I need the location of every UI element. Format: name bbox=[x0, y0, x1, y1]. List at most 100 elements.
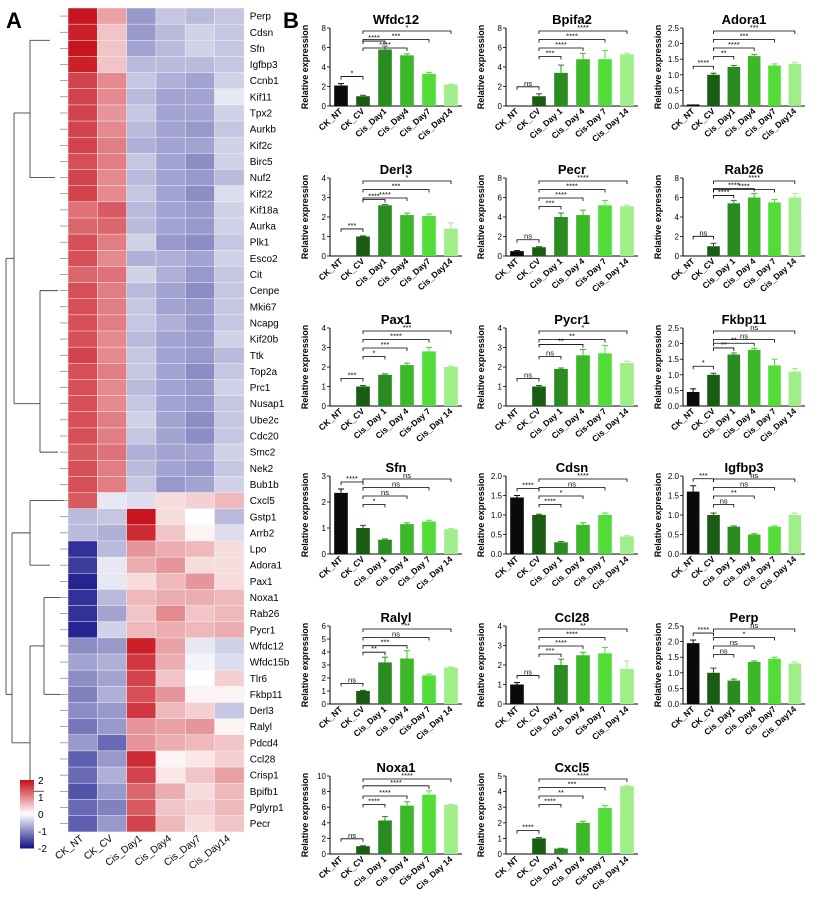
y-tick-label: 1.0 bbox=[491, 511, 503, 520]
bar-Cis_Day 1 bbox=[554, 217, 568, 256]
heatmap-cell-Lpo-CK_NT bbox=[67, 540, 98, 558]
heatmap-cell-Bpifb1-Cis_Day7 bbox=[184, 782, 216, 800]
heatmap-cell-Derl3-Cis_Day4 bbox=[155, 702, 186, 720]
bar-Cis-Day 7 bbox=[422, 351, 436, 406]
y-tick-label: 6 bbox=[322, 622, 327, 631]
significance-label: *** bbox=[392, 182, 401, 191]
y-tick-label: 2 bbox=[322, 674, 327, 683]
significance-bracket bbox=[362, 30, 452, 34]
heatmap-cell-Cit-Cis_Day14 bbox=[214, 266, 245, 284]
heatmap-cell-Aurkb-Cis_Day4 bbox=[155, 120, 186, 138]
bar-Cis_Day4 bbox=[400, 215, 414, 256]
heatmap-color-legend: 2 1 0 -1 -2 bbox=[20, 776, 47, 855]
heatmap-cell-Kif2c-Cis_Day4 bbox=[155, 136, 186, 154]
gene-label: Lpo bbox=[250, 545, 267, 556]
gene-label: Adora1 bbox=[250, 561, 283, 572]
y-tick-label: 1.0 bbox=[668, 669, 680, 678]
significance-label: ns bbox=[524, 79, 532, 88]
y-tick-label: 2 bbox=[498, 83, 503, 92]
legend-gradient-step bbox=[20, 844, 34, 847]
heatmap-cell-Ccnb1-CK_NT bbox=[67, 72, 98, 90]
bar-Cis_Day 1 bbox=[554, 72, 568, 106]
gene-label: Kif2c bbox=[250, 141, 272, 152]
y-tick-label: 0.5 bbox=[668, 386, 680, 395]
heatmap-cell-Mki67-Cis_Day1 bbox=[126, 298, 157, 316]
significance-label: ** bbox=[404, 621, 410, 630]
legend-gradient-step bbox=[20, 846, 34, 849]
significance-bracket bbox=[516, 675, 540, 679]
heatmap-cell-Rab26-Cis_Day4 bbox=[155, 605, 186, 623]
significance-bracket bbox=[713, 180, 796, 184]
significance-bracket bbox=[538, 478, 628, 482]
heatmap-cell-Fkbp11-CK_NT bbox=[67, 686, 98, 703]
heatmap-cell-Ttk-CK_CV bbox=[97, 346, 128, 364]
heatmap-cell-Gstp1-Cis_Day4 bbox=[155, 508, 186, 526]
heatmap-cell-Mki67-Cis_Day4 bbox=[155, 298, 186, 316]
heatmap-cell-Wfdc15b-Cis_Day4 bbox=[155, 653, 186, 671]
heatmap-cell-Sfn-Cis_Day4 bbox=[155, 40, 186, 57]
heatmap-cell-Crisp1-Cis_Day7 bbox=[184, 766, 216, 784]
bar-Cis_Day14 bbox=[788, 63, 802, 106]
heatmap-cell-Prc1-Cis_Day7 bbox=[184, 379, 216, 397]
significance-bracket bbox=[340, 481, 364, 485]
significance-bracket bbox=[538, 180, 628, 184]
heatmap-cell-Igfbp3-Cis_Day14 bbox=[214, 56, 245, 74]
heatmap-cell-Bpifb1-CK_CV bbox=[97, 782, 128, 800]
gene-label: Pecr bbox=[250, 819, 271, 830]
gene-label: Perp bbox=[250, 12, 272, 23]
bar-Cis_Day 14 bbox=[788, 197, 802, 256]
bar-Cis_Day7 bbox=[768, 658, 781, 704]
gene-label: Prc1 bbox=[250, 383, 271, 394]
heatmap-cell-Noxa1-Cis_Day4 bbox=[155, 589, 186, 607]
y-tick-label: 2 bbox=[498, 819, 503, 828]
significance-bracket bbox=[538, 56, 562, 60]
significance-bracket bbox=[538, 645, 584, 649]
y-tick-label: 1 bbox=[498, 834, 503, 843]
significance-label: *** bbox=[546, 199, 555, 208]
significance-label: *** bbox=[546, 49, 555, 58]
gene-label: Ccnb1 bbox=[250, 76, 279, 87]
legend-gradient-step bbox=[20, 803, 34, 806]
gene-label: Ube2c bbox=[250, 415, 279, 426]
significance-bracket bbox=[713, 645, 755, 649]
heatmap-cell-Cdc20-CK_NT bbox=[67, 427, 98, 445]
heatmap-cell-Pglyrp1-Cis_Day7 bbox=[184, 799, 216, 817]
heatmap-cell-Nek2-Cis_Day7 bbox=[184, 459, 216, 477]
significance-bracket bbox=[340, 838, 364, 842]
legend-gradient-step bbox=[20, 798, 34, 801]
heatmap-cell-Pecr-Cis_Day1 bbox=[126, 815, 157, 833]
heatmap-cell-Prc1-CK_NT bbox=[67, 379, 98, 397]
significance-label: ns bbox=[720, 497, 728, 506]
bar-CK_CV bbox=[356, 386, 370, 406]
heatmap-cell-Kif22-CK_NT bbox=[67, 185, 98, 203]
legend-gradient-step bbox=[20, 841, 34, 844]
bar-CK_CV bbox=[356, 528, 370, 554]
y-tick-label: 2.0 bbox=[668, 40, 680, 49]
heatmap-cell-Fkbp11-Cis_Day1 bbox=[126, 686, 157, 703]
bar-Cis_Day 4 bbox=[400, 658, 414, 704]
heatmap-cell-Kif22-Cis_Day7 bbox=[184, 185, 216, 203]
heatmap-cell-Ube2c-CK_NT bbox=[67, 411, 98, 429]
heatmap-cell-Pax1-CK_CV bbox=[97, 573, 128, 590]
significance-label: **** bbox=[555, 638, 567, 647]
heatmap-cell-Top2a-Cis_Day1 bbox=[126, 363, 157, 380]
significance-bracket bbox=[538, 356, 562, 360]
bar-Cis_Day 14 bbox=[444, 367, 458, 406]
bar-CK_NT bbox=[510, 251, 524, 256]
heatmap-cell-Wfdc15b-CK_CV bbox=[97, 653, 128, 671]
heatmap-cell-Top2a-CK_NT bbox=[67, 363, 98, 380]
significance-bracket bbox=[362, 347, 408, 351]
y-tick-label: 2 bbox=[322, 498, 327, 507]
legend-gradient-step bbox=[20, 815, 34, 818]
heatmap-cell-Smc2-CK_CV bbox=[97, 443, 128, 461]
heatmap-cell-Kif18a-Cis_Day7 bbox=[184, 201, 216, 219]
gene-label: Cdc20 bbox=[250, 432, 279, 443]
heatmap-cell-Ube2c-Cis_Day4 bbox=[155, 411, 186, 429]
bar-Cis-Day 7 bbox=[422, 675, 436, 704]
heatmap-cell-Rab26-Cis_Day1 bbox=[126, 605, 157, 623]
bar-Cis_Day 4 bbox=[576, 655, 590, 704]
heatmap-cell-Nek2-Cis_Day4 bbox=[155, 459, 186, 477]
heatmap-cell-Rab26-CK_CV bbox=[97, 605, 128, 623]
significance-bracket bbox=[713, 347, 735, 351]
heatmap-cell-Ttk-Cis_Day7 bbox=[184, 346, 216, 364]
